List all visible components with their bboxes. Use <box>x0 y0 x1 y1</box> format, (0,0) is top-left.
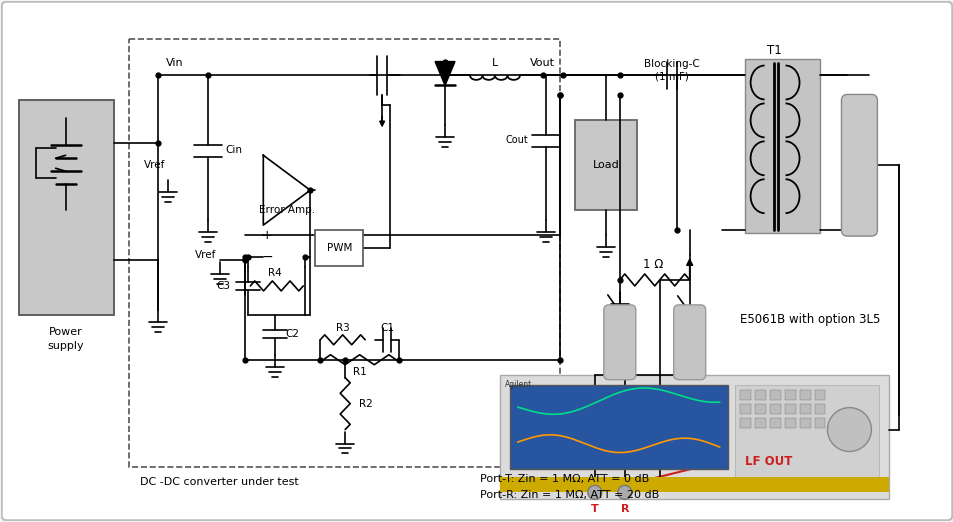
Bar <box>769 418 780 428</box>
Text: R4: R4 <box>268 268 282 278</box>
Text: E5061B with option 3L5: E5061B with option 3L5 <box>739 313 879 326</box>
Text: 1 Ω: 1 Ω <box>642 258 662 271</box>
Text: Port-T: Zin = 1 MΩ, ATT = 0 dB: Port-T: Zin = 1 MΩ, ATT = 0 dB <box>479 474 649 484</box>
Bar <box>510 385 727 469</box>
Text: T1: T1 <box>766 44 781 57</box>
Text: DC -DC converter under test: DC -DC converter under test <box>140 478 299 488</box>
Text: Vout: Vout <box>530 57 555 67</box>
Text: R: R <box>619 504 628 514</box>
Bar <box>799 418 810 428</box>
Bar <box>734 385 879 490</box>
Text: PWM: PWM <box>326 243 352 253</box>
FancyBboxPatch shape <box>841 94 877 236</box>
Text: Cout: Cout <box>505 135 527 145</box>
Text: Agilent: Agilent <box>504 380 532 389</box>
Bar <box>769 389 780 400</box>
Polygon shape <box>263 155 310 225</box>
Text: Vref: Vref <box>144 160 165 170</box>
Bar <box>744 58 819 233</box>
Text: supply: supply <box>48 341 84 351</box>
Text: Vref: Vref <box>194 250 216 260</box>
Bar <box>799 404 810 413</box>
Text: C1: C1 <box>379 323 394 333</box>
Bar <box>769 404 780 413</box>
Bar <box>783 404 795 413</box>
FancyBboxPatch shape <box>603 305 635 379</box>
Circle shape <box>587 485 601 500</box>
Bar <box>754 404 764 413</box>
Text: Port-R: Zin = 1 MΩ, ATT = 20 dB: Port-R: Zin = 1 MΩ, ATT = 20 dB <box>479 490 659 501</box>
Text: L: L <box>492 57 497 67</box>
Text: R2: R2 <box>358 399 373 409</box>
Text: T: T <box>590 504 598 514</box>
Bar <box>129 39 559 467</box>
Bar <box>739 404 750 413</box>
Polygon shape <box>435 62 455 86</box>
Bar <box>499 375 888 500</box>
Bar <box>499 478 888 492</box>
Text: Vin: Vin <box>165 57 183 67</box>
Text: R1: R1 <box>353 366 366 377</box>
Text: LF OUT: LF OUT <box>744 455 791 468</box>
Text: Load: Load <box>592 160 618 170</box>
Bar <box>19 100 113 315</box>
Text: R3: R3 <box>335 323 349 333</box>
Bar <box>814 389 824 400</box>
Text: Power: Power <box>49 327 82 337</box>
Circle shape <box>826 408 870 452</box>
Bar <box>739 389 750 400</box>
Circle shape <box>618 485 631 500</box>
Bar <box>814 418 824 428</box>
Bar <box>739 418 750 428</box>
Bar <box>814 404 824 413</box>
Bar <box>575 121 636 210</box>
Text: C2: C2 <box>285 329 299 339</box>
Text: Blocking-C: Blocking-C <box>643 58 699 68</box>
Bar <box>783 418 795 428</box>
Text: +: + <box>262 229 273 242</box>
Bar <box>754 389 764 400</box>
Text: (1 mF): (1 mF) <box>654 72 688 81</box>
Text: −: − <box>261 250 273 264</box>
Bar <box>799 389 810 400</box>
Bar <box>783 389 795 400</box>
Bar <box>754 418 764 428</box>
Text: Error Amp.: Error Amp. <box>259 205 315 215</box>
Bar <box>314 230 363 266</box>
Text: C3: C3 <box>216 281 230 291</box>
FancyBboxPatch shape <box>673 305 705 379</box>
Text: Cin: Cin <box>225 145 242 156</box>
